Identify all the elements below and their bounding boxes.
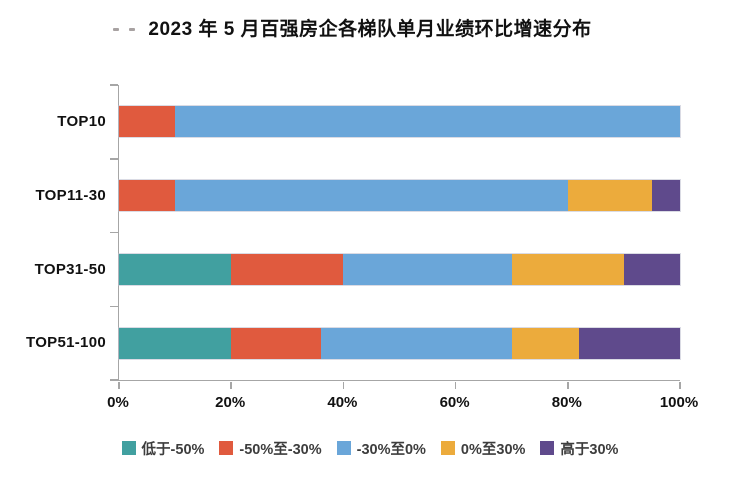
bar-segment xyxy=(119,106,176,138)
y-axis-tick xyxy=(110,231,118,234)
y-axis-tick xyxy=(110,379,118,381)
x-axis-label: 20% xyxy=(215,394,246,411)
legend-label: -30%至0% xyxy=(356,441,426,458)
bar-segment xyxy=(511,253,624,285)
legend-swatch xyxy=(440,441,455,455)
x-axis-tick xyxy=(230,381,232,389)
bar-segment xyxy=(511,327,579,359)
y-axis-label: TOP10 xyxy=(57,113,106,130)
bar-segment xyxy=(119,253,232,285)
y-axis-label: TOP31-50 xyxy=(34,260,106,278)
bar-segment xyxy=(119,180,176,212)
legend-label: 0%至30% xyxy=(460,441,526,458)
x-axis-tick xyxy=(342,381,345,389)
x-axis-label: 0% xyxy=(107,394,129,411)
bar-segment xyxy=(623,253,680,285)
x-axis-tick xyxy=(118,381,120,389)
bar-segment xyxy=(119,327,232,359)
stacked-bar-top10 xyxy=(119,106,680,138)
bar-segment xyxy=(231,253,344,285)
legend-swatch xyxy=(219,441,234,455)
artifact-marks xyxy=(113,28,143,32)
stacked-bar-top31-50 xyxy=(119,253,680,285)
bar-segment xyxy=(343,253,512,285)
plot-area xyxy=(110,84,681,389)
stacked-bar-top51-100 xyxy=(119,327,680,359)
bar-segment xyxy=(175,106,680,138)
x-axis-tick xyxy=(567,381,569,389)
artifact-dash xyxy=(129,28,135,31)
x-axis-tick xyxy=(454,381,457,389)
y-axis-label: TOP51-100 xyxy=(26,334,106,352)
bar-segment xyxy=(231,327,321,359)
bar-segment xyxy=(578,327,680,359)
artifact-dash xyxy=(113,28,119,31)
legend-item-3: -30%至0% xyxy=(336,438,426,459)
legend-item-1: 低于-50% xyxy=(121,438,205,459)
x-axis-label: 80% xyxy=(551,394,582,411)
legend-label: 高于30% xyxy=(560,441,619,458)
x-axis-label: 100% xyxy=(659,394,699,411)
x-axis-label: 40% xyxy=(327,394,358,411)
legend: 低于-50% -50%至-30% -30%至0% 0%至30% 高于30% xyxy=(0,437,740,459)
x-axis-labels: 0% 20% 40% 60% 80% 100% xyxy=(0,394,740,414)
y-axis-tick xyxy=(110,84,118,86)
x-axis-tick xyxy=(679,381,681,389)
bar-segment xyxy=(320,327,512,359)
bar-segment xyxy=(567,180,652,212)
y-axis-tick xyxy=(110,158,118,160)
legend-swatch xyxy=(121,441,136,455)
legend-label: 低于-50% xyxy=(141,441,205,458)
y-axis-tick xyxy=(110,305,118,307)
y-axis-label: TOP11-30 xyxy=(35,186,106,204)
legend-swatch xyxy=(336,441,351,455)
legend-item-4: 0%至30% xyxy=(440,438,526,459)
bar-segment xyxy=(175,180,568,212)
x-axis-label: 60% xyxy=(439,394,470,411)
legend-label: -50%至-30% xyxy=(239,441,322,458)
stacked-bar-top11-30 xyxy=(119,180,680,212)
legend-item-5: 高于30% xyxy=(540,438,618,459)
legend-item-2: -50%至-30% xyxy=(219,438,322,459)
chart-title: 2023 年 5 月百强房企各梯队单月业绩环比增速分布 xyxy=(148,19,592,40)
y-axis-labels: TOP10 TOP11-30 TOP31-50 TOP51-100 xyxy=(0,85,110,380)
legend-swatch xyxy=(540,441,555,455)
bar-segment xyxy=(651,180,680,212)
